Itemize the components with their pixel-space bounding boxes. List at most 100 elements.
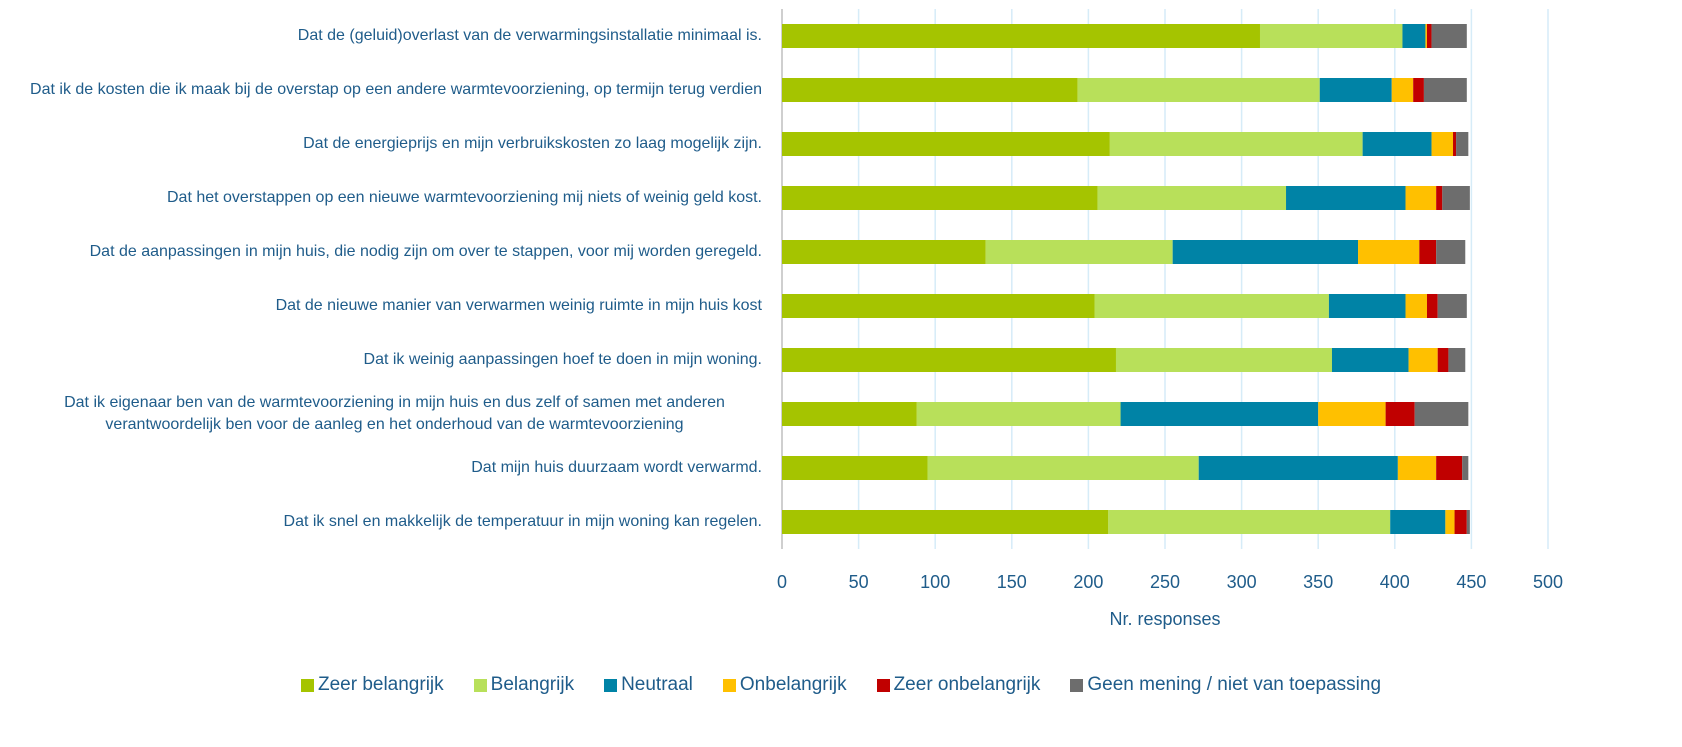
bar-segment <box>782 240 986 264</box>
y-tick-label-box: Dat de aanpassingen in mijn huis, die no… <box>2 225 762 279</box>
y-tick-label: Dat de nieuwe manier van verwarmen weini… <box>275 297 762 314</box>
bar-segment <box>1286 186 1406 210</box>
legend-swatch <box>1070 678 1084 692</box>
legend-label: Geen mening / niet van toepassing <box>1087 674 1382 695</box>
bar-segment <box>1436 456 1463 480</box>
bar-segment <box>1094 294 1329 318</box>
x-tick-label: 450 <box>1456 572 1486 592</box>
y-tick-label: Dat de (geluid)overlast van de verwarmin… <box>297 27 762 44</box>
bar-segment <box>1423 78 1467 102</box>
x-tick-label: 100 <box>920 572 950 592</box>
bar-segment <box>1426 24 1432 48</box>
bar-segment <box>1397 456 1437 480</box>
legend-item: Zeer belangrijk <box>300 674 444 696</box>
y-tick-label-box: Dat de nieuwe manier van verwarmen weini… <box>2 279 762 333</box>
bar-segment <box>1259 24 1403 48</box>
y-tick-label: Dat de aanpassingen in mijn huis, die no… <box>89 243 762 260</box>
bar-segment <box>1456 132 1469 156</box>
legend-swatch <box>722 678 736 692</box>
legend-swatch <box>300 678 314 692</box>
x-axis-title: Nr. responses <box>1109 609 1220 629</box>
bar-segment <box>1108 510 1391 534</box>
bar-segment <box>1462 456 1469 480</box>
bar-segment <box>1331 348 1409 372</box>
x-tick-label: 400 <box>1380 572 1410 592</box>
bar-segment <box>1390 510 1446 534</box>
y-tick-label-box: Dat mijn huis duurzaam wordt verwarmd. <box>2 441 762 495</box>
y-tick-label: Dat ik weinig aanpassingen hoef te doen … <box>363 351 762 368</box>
y-tick-label: Dat ik snel en makkelijk de temperatuur … <box>283 513 762 530</box>
bar-segment <box>782 510 1109 534</box>
x-tick-label: 250 <box>1150 572 1180 592</box>
legend: Zeer belangrijk Belangrijk Neutraal Onbelan… <box>0 674 1682 696</box>
y-tick-label-box: Dat het overstappen op een nieuwe warmte… <box>2 171 762 225</box>
x-tick-label: 350 <box>1303 572 1333 592</box>
bar-segment <box>1402 24 1426 48</box>
y-tick-label: Dat ik de kosten die ik maak bij de over… <box>30 81 762 98</box>
bar-segment <box>1442 186 1470 210</box>
bar-segment <box>1437 348 1449 372</box>
y-tick-label-box: Dat de energieprijs en mijn verbruikskos… <box>2 117 762 171</box>
legend-label: Neutraal <box>621 674 693 695</box>
bar-segment <box>1115 348 1332 372</box>
bar-segment <box>782 294 1095 318</box>
bar-segment <box>782 132 1110 156</box>
bar-segment <box>782 456 928 480</box>
bar-segment <box>782 402 917 426</box>
bar-segment <box>1445 510 1455 534</box>
bar-segment <box>1454 510 1467 534</box>
bar-segment <box>782 78 1078 102</box>
y-tick-label-box: Dat ik de kosten die ik maak bij de over… <box>2 63 762 117</box>
legend-label: Zeer belangrijk <box>317 674 444 695</box>
legend-item: Neutraal <box>604 674 693 696</box>
bar-segment <box>1077 78 1320 102</box>
bar-segment <box>916 402 1121 426</box>
legend-label: Onbelangrijk <box>739 674 847 695</box>
y-tick-label: Dat mijn huis duurzaam wordt verwarmd. <box>471 459 762 476</box>
bar-segment <box>1405 186 1437 210</box>
bar-segment <box>1319 78 1392 102</box>
legend-label: Zeer onbelangrijk <box>893 674 1041 695</box>
bar-segment <box>1448 348 1466 372</box>
y-tick-label-box: Dat ik snel en makkelijk de temperatuur … <box>2 495 762 549</box>
bar-segment <box>1436 240 1466 264</box>
x-tick-label: 200 <box>1073 572 1103 592</box>
x-tick-label: 300 <box>1227 572 1257 592</box>
bar-segment <box>1318 402 1386 426</box>
y-tick-label: Dat het overstappen op een nieuwe warmte… <box>167 189 762 206</box>
bar-segment <box>1414 402 1469 426</box>
x-tick-label: 500 <box>1533 572 1563 592</box>
legend-item: Zeer onbelangrijk <box>876 674 1041 696</box>
legend-item: Geen mening / niet van toepassing <box>1070 674 1381 696</box>
bar-segment <box>1109 132 1363 156</box>
legend-item: Belangrijk <box>473 674 575 696</box>
bar-segment <box>1436 186 1443 210</box>
x-tick-label: 50 <box>849 572 869 592</box>
y-tick-label: Dat ik eigenaar ben van de warmtevoorzie… <box>64 394 725 433</box>
bar-segment <box>1408 348 1438 372</box>
bar-segment <box>1328 294 1406 318</box>
bar-segment <box>1385 402 1415 426</box>
legend-swatch <box>876 678 890 692</box>
bar-segment <box>1097 186 1287 210</box>
y-tick-label-box: Dat ik weinig aanpassingen hoef te doen … <box>2 333 762 387</box>
x-tick-label: 0 <box>777 572 787 592</box>
bar-segment <box>927 456 1199 480</box>
legend-swatch <box>473 678 487 692</box>
legend-item: Onbelangrijk <box>722 674 847 696</box>
bar-segment <box>1431 132 1454 156</box>
bar-segment <box>1426 294 1438 318</box>
bar-segment <box>1453 132 1457 156</box>
y-tick-label-box: Dat ik eigenaar ben van de warmtevoorzie… <box>2 387 762 441</box>
bar-segment <box>1425 24 1427 48</box>
y-tick-label-box: Dat de (geluid)overlast van de verwarmin… <box>2 9 762 63</box>
y-tick-label: Dat de energieprijs en mijn verbruikskos… <box>303 135 762 152</box>
legend-label: Belangrijk <box>490 674 575 695</box>
bar-segment <box>1419 240 1437 264</box>
bar-segment <box>1362 132 1432 156</box>
bar-segment <box>782 348 1116 372</box>
bar-segment <box>782 186 1098 210</box>
bar-segment <box>1413 78 1424 102</box>
